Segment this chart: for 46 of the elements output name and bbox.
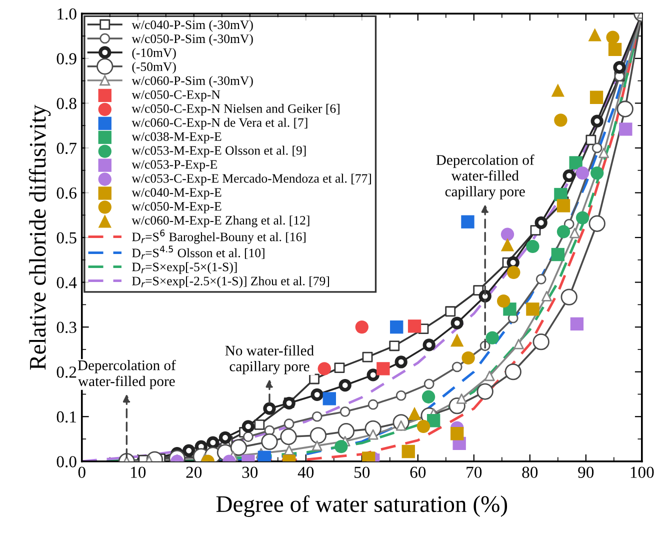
- x-tick-label: 40: [298, 466, 314, 478]
- y-tick-label: 0.8: [56, 98, 76, 110]
- x-tick-label: 50: [354, 466, 370, 478]
- legend-label: D$_{r}$=S×exp[-2.5×(1-S)] Zhou et al. [79]: [132, 276, 329, 288]
- legend-label: w/c060-C-Exp-N de Vera et al. [7]: [132, 118, 308, 130]
- legend-label: D$_{r}$=S×exp[-5×(1-S)]: [132, 262, 237, 274]
- y-tick-label: 0.4: [56, 276, 77, 288]
- legend-label: (-10mV): [132, 48, 176, 60]
- legend-label: (-50mV): [132, 62, 176, 74]
- x-tick-label: 100: [630, 466, 654, 478]
- legend-label: w/c050-C-Exp-N: [132, 90, 220, 102]
- x-tick-label: 60: [410, 466, 426, 478]
- legend-label: w/c038-M-Exp-E: [132, 132, 222, 144]
- legend-label: w/c050-M-Exp-E: [132, 202, 222, 214]
- x-tick-label: 90: [578, 466, 594, 478]
- y-tick-label: 0.6: [56, 187, 77, 199]
- legend-label: w/c050-C-Exp-N Nielsen and Geiker [6]: [132, 104, 340, 116]
- y-tick-label: 0.2: [56, 366, 76, 378]
- legend-label: w/c040-P-Sim (-30mV): [132, 20, 253, 32]
- legend-label: w/c053-P-Exp-E: [132, 160, 217, 172]
- x-tick-label: 70: [466, 466, 482, 478]
- legend-label: w/c060-P-Sim (-30mV): [132, 76, 253, 88]
- legend-label: D$_{r}$=S$^{6}$ Baroghel-Bouny et al. [16]: [132, 230, 306, 244]
- x-axis-title: Degree of water saturation (%): [216, 495, 508, 517]
- y-tick-label: 0.3: [56, 322, 76, 334]
- annotation: Depercolation of water-filled capillary pore: [436, 154, 534, 200]
- x-tick-label: 0: [78, 466, 86, 478]
- y-tick-label: 0.5: [56, 232, 76, 244]
- y-tick-label: 0.0: [56, 456, 76, 468]
- x-tick-label: 20: [186, 466, 202, 478]
- y-axis-title: Relative chloride diffusivity: [28, 104, 51, 370]
- y-tick-label: 0.1: [56, 411, 76, 423]
- y-tick-label: 0.9: [56, 53, 76, 64]
- legend-label: w/c053-C-Exp-E Mercado-Mendoza et al. [77]: [132, 174, 371, 186]
- x-tick-label: 10: [131, 466, 146, 478]
- y-tick-label: 0.7: [56, 142, 77, 154]
- annotation: Depercolation of water-filled pore: [78, 360, 176, 390]
- x-tick-label: 30: [242, 466, 258, 478]
- legend-label: w/c050-P-Sim (-30mV): [132, 34, 253, 46]
- y-tick-label: 1.0: [58, 8, 76, 20]
- legend-label: D$_{r}$=S$^{4.5}$ Olsson et al. [10]: [132, 246, 264, 260]
- legend-label: w/c060-M-Exp-E Zhang et al. [12]: [132, 216, 310, 228]
- legend-label: w/c053-M-Exp-E Olsson et al. [9]: [132, 146, 306, 158]
- x-tick-label: 80: [522, 466, 538, 478]
- annotation: No water-filled capillary pore: [225, 345, 314, 374]
- legend-label: w/c040-M-Exp-E: [132, 188, 222, 200]
